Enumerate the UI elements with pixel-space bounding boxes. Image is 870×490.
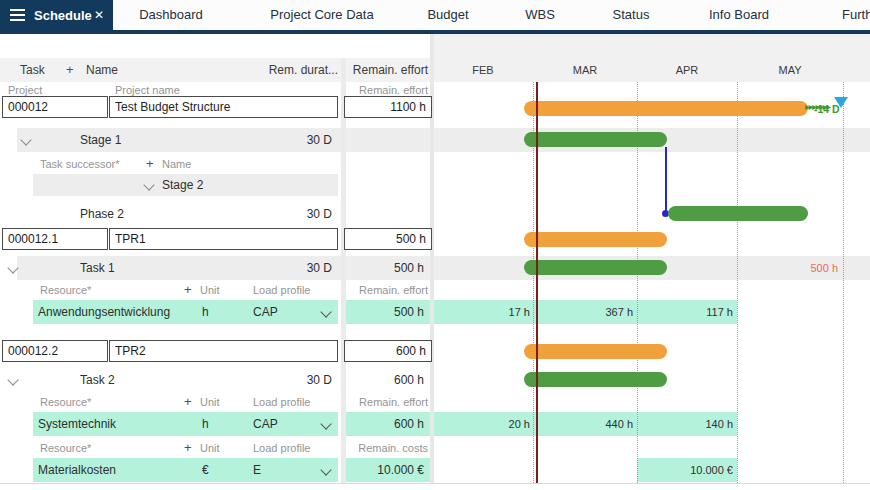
tab-bar: Schedule ✕ Dashboard Project Core Data B… [0, 0, 870, 30]
resource3-load-profile-select[interactable]: E [253, 458, 261, 482]
column-header-rem-duration[interactable]: Rem. durat... [220, 58, 338, 82]
tpr2-summary-bar[interactable] [524, 344, 667, 359]
stage1-label[interactable]: Stage 1 [80, 128, 121, 152]
tpr2-id-input[interactable] [2, 340, 108, 362]
subheader-unit2: Unit [200, 394, 220, 410]
subheader-resource1: Resource* [40, 282, 91, 298]
today-line [536, 82, 538, 483]
tab-info-board[interactable]: Info Board [709, 0, 769, 30]
subheader-load-profile1: Load profile [253, 282, 311, 298]
resource1-load-profile-select[interactable]: CAP [253, 300, 278, 324]
tab-wbs[interactable]: WBS [525, 0, 555, 30]
resource2-load-profile-select[interactable]: CAP [253, 412, 278, 436]
stage1-duration: 30 D [240, 128, 332, 152]
task2-effort: 600 h [340, 368, 424, 392]
stage2-label[interactable]: Stage 2 [162, 173, 203, 197]
collapse-task2-icon[interactable] [7, 374, 18, 385]
subheader-remain-costs: Remain. costs [330, 440, 428, 456]
task1-label[interactable]: Task 1 [80, 256, 115, 280]
subheader-remain-effort1: Remain. effort [330, 282, 428, 298]
tab-budget[interactable]: Budget [427, 0, 468, 30]
gridline-jun [843, 82, 844, 483]
tab-project-core-data[interactable]: Project Core Data [270, 0, 373, 30]
task1-bar[interactable] [524, 260, 667, 275]
project-name-input[interactable] [109, 96, 338, 118]
subheader-task-successor: Task successor* [40, 156, 119, 172]
month-label-mar: MAR [573, 58, 597, 82]
column-header-remain-effort[interactable]: Remain. effort [330, 58, 428, 82]
subheader-remain-effort2: Remain. effort [330, 394, 428, 410]
task1-overload-value: 500 h [770, 256, 838, 280]
month-label-apr: APR [676, 58, 699, 82]
hamburger-menu-icon[interactable] [10, 9, 25, 21]
phase2-bar[interactable] [668, 206, 808, 221]
phase2-duration: 30 D [240, 202, 332, 226]
subheader-load-profile2: Load profile [253, 394, 311, 410]
tpr2-name-input[interactable] [109, 340, 338, 362]
close-tab-icon[interactable]: ✕ [94, 8, 104, 22]
gantt-header-background [434, 34, 870, 82]
task1-row-band [17, 256, 870, 280]
phase2-label[interactable]: Phase 2 [80, 202, 124, 226]
resource2-effort: 600 h [340, 412, 424, 436]
tab-schedule[interactable]: Schedule ✕ [0, 0, 113, 30]
tpr1-summary-bar[interactable] [524, 232, 667, 247]
month-label-feb: FEB [472, 58, 493, 82]
resource3-name[interactable]: Materialkosten [38, 458, 116, 482]
tpr1-id-input[interactable] [2, 228, 108, 250]
resource1-unit: h [202, 300, 209, 324]
resource1-apr-value: 117 h [673, 300, 733, 324]
project-summary-bar[interactable] [524, 101, 808, 116]
month-label-may: MAY [778, 58, 801, 82]
table-bottom-border [0, 483, 870, 484]
project-effort-input[interactable] [344, 96, 432, 118]
column-header-name[interactable]: Name [86, 58, 118, 82]
stage1-bar[interactable] [524, 132, 667, 147]
add-column-icon[interactable]: + [66, 58, 74, 82]
tab-schedule-label: Schedule [34, 8, 92, 23]
tpr2-effort-input[interactable] [344, 340, 432, 362]
add-resource3-icon[interactable]: + [184, 440, 192, 456]
task1-effort: 500 h [340, 256, 424, 280]
resource1-effort: 500 h [340, 300, 424, 324]
subheader-resource2: Resource* [40, 394, 91, 410]
task2-label[interactable]: Task 2 [80, 368, 115, 392]
add-resource2-icon[interactable]: + [184, 394, 192, 410]
stage1-row-band [17, 128, 870, 152]
subheader-unit1: Unit [200, 282, 220, 298]
milestone-marker-icon[interactable] [834, 97, 848, 108]
task2-duration: 30 D [240, 368, 332, 392]
add-successor-icon[interactable]: + [146, 156, 154, 172]
resource1-feb-value: 17 h [470, 300, 530, 324]
resource2-apr-value: 140 h [673, 412, 733, 436]
column-header-task[interactable]: Task [20, 58, 45, 82]
task2-bar[interactable] [524, 372, 667, 387]
resource2-mar-value: 440 h [573, 412, 633, 436]
tab-further[interactable]: Further [842, 0, 870, 30]
resource3-apr-value: 10.000 € [673, 458, 733, 482]
subheader-unit3: Unit [200, 440, 220, 456]
resource1-mar-value: 367 h [573, 300, 633, 324]
tpr1-name-input[interactable] [109, 228, 338, 250]
add-resource1-icon[interactable]: + [184, 282, 192, 298]
schedule-app: Schedule ✕ Dashboard Project Core Data B… [0, 0, 870, 490]
resource2-unit: h [202, 412, 209, 436]
tab-status[interactable]: Status [613, 0, 650, 30]
task1-duration: 30 D [240, 256, 332, 280]
successor-connector-line [665, 147, 667, 213]
subheader-load-profile3: Load profile [253, 440, 311, 456]
gridline-may [737, 82, 738, 483]
resource2-feb-value: 20 h [470, 412, 530, 436]
project-id-input[interactable] [2, 96, 108, 118]
subheader-successor-name: Name [162, 156, 191, 172]
resource3-unit: € [202, 458, 209, 482]
resource1-name[interactable]: Anwendungsentwicklung [38, 300, 170, 324]
resource2-name[interactable]: Systemtechnik [38, 412, 116, 436]
tpr1-effort-input[interactable] [344, 228, 432, 250]
resource3-costs: 10.000 € [340, 458, 424, 482]
tab-dashboard[interactable]: Dashboard [139, 0, 203, 30]
subheader-resource3: Resource* [40, 440, 91, 456]
